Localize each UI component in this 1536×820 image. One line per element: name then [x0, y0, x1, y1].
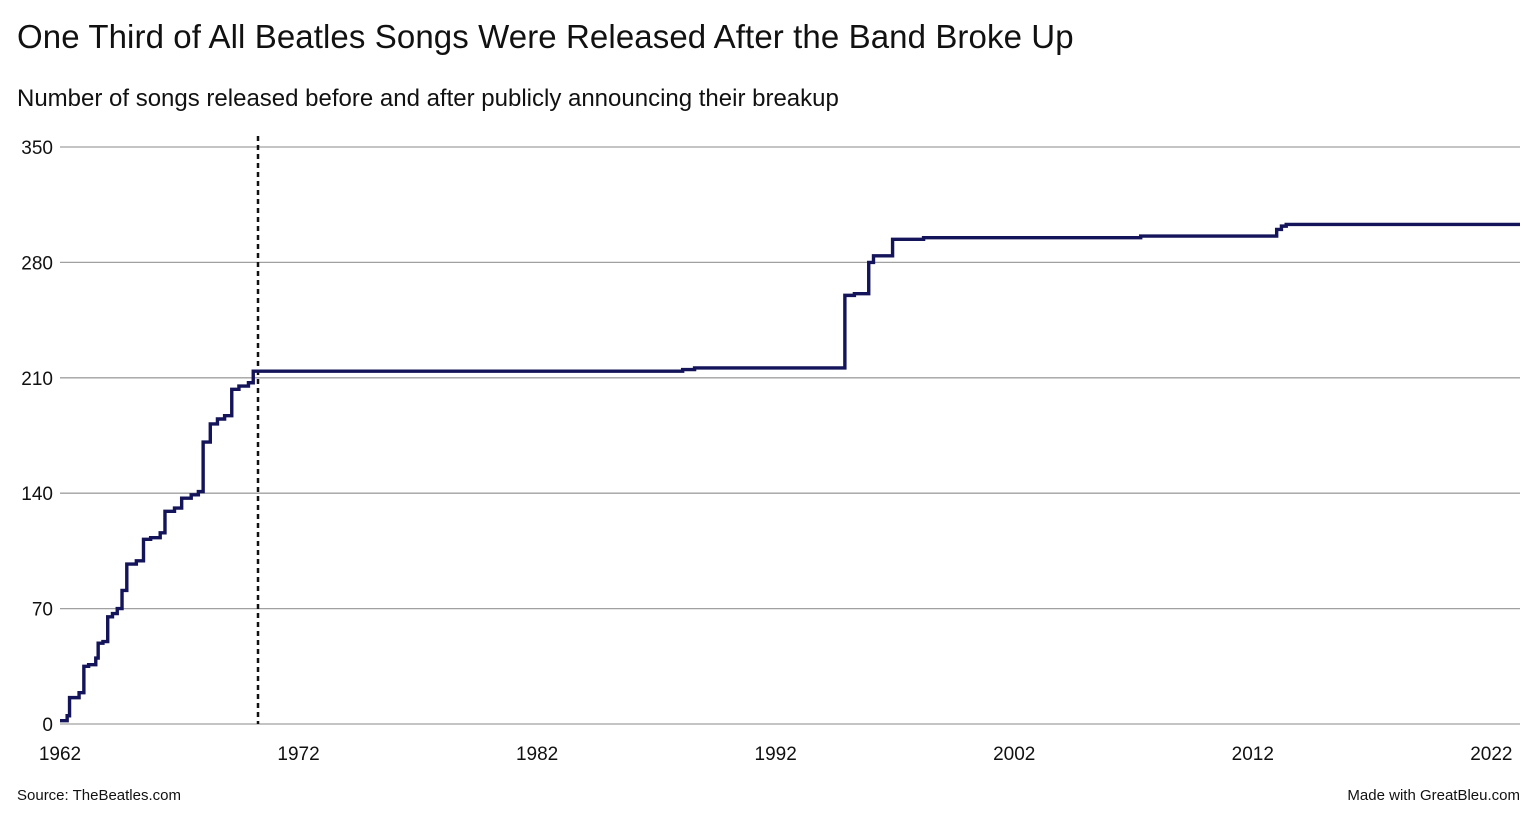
- x-tick-label: 2012: [1232, 744, 1274, 765]
- chart-title: One Third of All Beatles Songs Were Rele…: [17, 18, 1074, 55]
- y-tick-label: 350: [21, 138, 53, 159]
- x-tick-label: 1972: [277, 744, 319, 765]
- y-tick-label: 0: [42, 715, 53, 736]
- x-tick-label: 1982: [516, 744, 558, 765]
- chart-subtitle: Number of songs released before and afte…: [17, 85, 839, 112]
- y-tick-label: 70: [32, 600, 53, 621]
- y-tick-label: 140: [21, 484, 53, 505]
- x-tick-label: 2022: [1470, 744, 1512, 765]
- x-tick-label: 1992: [755, 744, 797, 765]
- source-note: Source: TheBeatles.com: [17, 787, 181, 804]
- x-tick-label: 2002: [993, 744, 1035, 765]
- x-tick-label: 1962: [39, 744, 81, 765]
- x-axis-tick-labels: 1962 1972 1982 1992 2002 2012 2022: [39, 744, 1513, 765]
- y-tick-label: 280: [21, 253, 53, 274]
- y-axis-tick-labels: 0 70 140 210 280 350: [21, 138, 53, 736]
- credit-note: Made with GreatBleu.com: [1347, 787, 1520, 804]
- songs-released-line: [60, 222, 1520, 723]
- gridlines: [60, 146, 1520, 725]
- y-tick-label: 210: [21, 369, 53, 390]
